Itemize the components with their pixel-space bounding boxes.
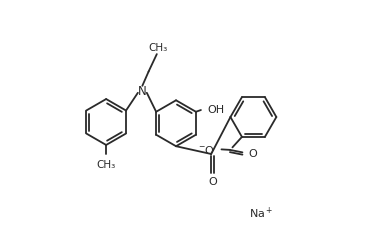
Text: O: O (208, 177, 217, 187)
Text: Na$^+$: Na$^+$ (249, 204, 273, 220)
Text: CH₃: CH₃ (148, 43, 167, 53)
Text: O: O (249, 148, 258, 158)
Text: OH: OH (208, 104, 225, 114)
Text: N: N (138, 84, 147, 98)
Text: $^{-}$O: $^{-}$O (198, 144, 215, 156)
Text: CH₃: CH₃ (96, 159, 116, 169)
